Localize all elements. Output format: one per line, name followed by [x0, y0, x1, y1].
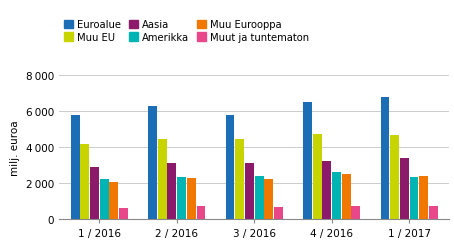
Bar — [80, 144, 89, 219]
Bar — [226, 115, 234, 219]
Bar — [148, 106, 157, 219]
Bar — [274, 207, 283, 219]
Bar — [100, 179, 109, 219]
Bar — [313, 135, 321, 219]
Bar — [342, 175, 350, 219]
Bar — [429, 206, 438, 219]
Bar — [419, 176, 428, 219]
Bar — [390, 135, 399, 219]
Bar — [168, 164, 177, 219]
Bar — [400, 158, 409, 219]
Bar — [245, 163, 254, 219]
Bar — [332, 172, 341, 219]
Bar — [351, 206, 360, 219]
Bar — [322, 162, 331, 219]
Bar — [255, 176, 263, 219]
Bar — [197, 206, 206, 219]
Bar — [90, 168, 99, 219]
Legend: Euroalue, Muu EU, Aasia, Amerikka, Muu Eurooppa, Muut ja tuntematon: Euroalue, Muu EU, Aasia, Amerikka, Muu E… — [64, 20, 309, 43]
Bar — [158, 140, 167, 219]
Bar — [187, 179, 196, 219]
Bar — [264, 179, 273, 219]
Bar — [109, 182, 118, 219]
Y-axis label: milj. euroa: milj. euroa — [10, 120, 20, 175]
Bar — [119, 208, 128, 219]
Bar — [303, 103, 312, 219]
Bar — [177, 178, 186, 219]
Bar — [410, 177, 419, 219]
Bar — [380, 98, 390, 219]
Bar — [235, 140, 244, 219]
Bar — [71, 115, 79, 219]
